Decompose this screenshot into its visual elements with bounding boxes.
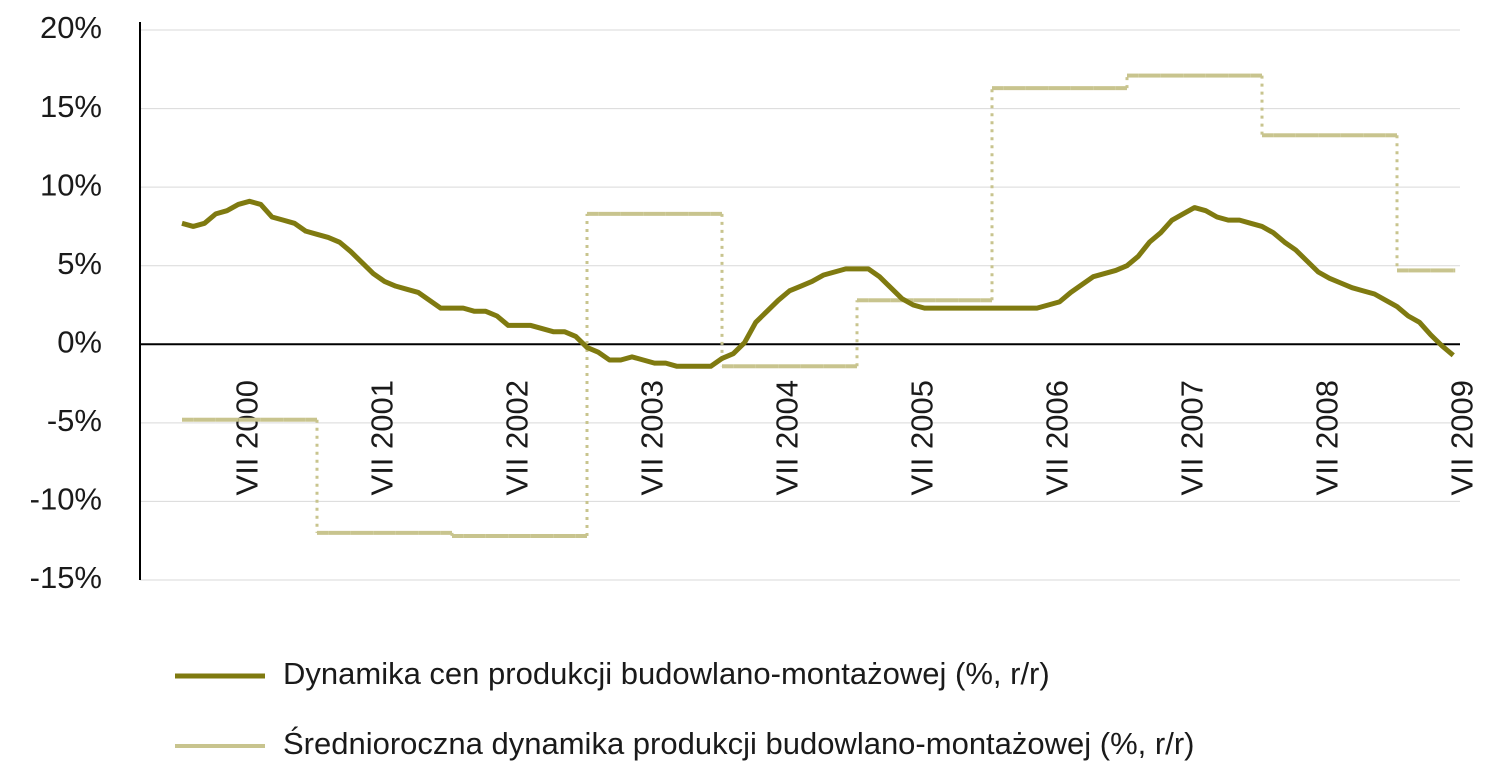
x-tick-label: VII 2003 xyxy=(635,380,670,495)
x-tick-label: VII 2008 xyxy=(1310,380,1345,495)
legend-label: Dynamika cen produkcji budowlano-montażo… xyxy=(283,656,1050,691)
x-tick-label: VII 2007 xyxy=(1175,380,1210,495)
x-tick-label: VII 2000 xyxy=(230,380,265,495)
y-tick-label: 10% xyxy=(40,167,102,202)
legend-label: Średnioroczna dynamika produkcji budowla… xyxy=(283,725,1194,761)
x-tick-label: VII 2004 xyxy=(770,380,805,495)
x-tick-label: VII 2001 xyxy=(365,380,400,495)
y-tick-label: 0% xyxy=(57,324,102,359)
x-tick-label: VII 2006 xyxy=(1040,380,1075,495)
x-tick-label: VII 2009 xyxy=(1445,380,1480,495)
x-tick-label: VII 2002 xyxy=(500,380,535,495)
y-tick-label: 15% xyxy=(40,89,102,124)
x-tick-label: VII 2005 xyxy=(905,380,940,495)
series-line xyxy=(181,198,1455,369)
y-tick-label: -15% xyxy=(30,560,102,595)
y-tick-label: -10% xyxy=(30,482,102,517)
y-tick-label: 20% xyxy=(40,10,102,45)
y-tick-label: -5% xyxy=(47,403,102,438)
y-tick-label: 5% xyxy=(57,246,102,281)
